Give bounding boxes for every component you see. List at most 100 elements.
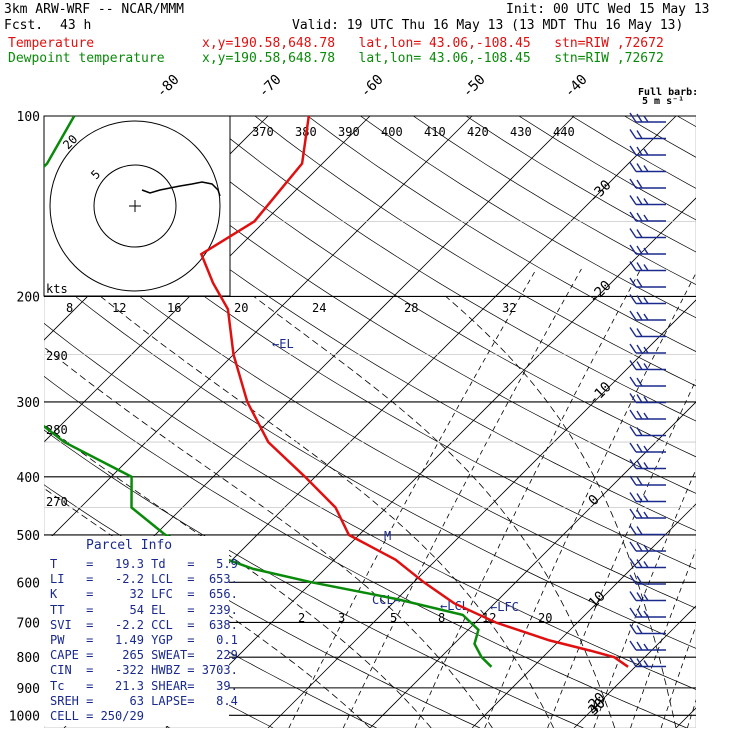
dewpoint-legend: Dewpoint temperature [8,51,165,66]
dry-adiabat-line [307,116,696,352]
wind-barb-flag [636,559,643,568]
wind-barb-flag [636,146,643,156]
wind-barb-flag [643,297,649,304]
wind-barb-flag [636,658,643,667]
mixing-ratio-low-label: 3 [338,611,345,625]
isotherm-line [267,299,696,728]
parcel-info-row: T = 19.3 Td = 5.9 [50,557,238,571]
pressure-label: 400 [17,471,40,486]
temperature-axis-label: -80 [154,72,183,101]
isentrope-label: 370 [252,125,274,139]
mixing-ratio-line [484,272,696,728]
model-title: 3km ARW-WRF -- NCAR/MMM [4,2,185,17]
wind-barb-flag [636,509,643,519]
parcel-info-row: Tc = 21.3 SHEAR= 39. [50,678,238,693]
wind-barb-flag [629,112,637,123]
wind-barb-flag [636,427,643,436]
mixing-ratio-label: 20 [234,301,248,315]
wind-barb-flag [629,360,637,370]
wind-barb-flag [636,410,643,420]
wind-barb-flag [629,393,637,403]
level-marker-el: ←EL [272,337,294,351]
isentrope-label: 430 [510,125,532,139]
dry-adiabat-line [96,116,696,494]
wind-barb-flag [636,179,643,189]
pressure-label: 600 [17,576,40,591]
wind-barb-flag [629,343,637,354]
wind-barb-flag [643,495,649,502]
pressure-label: 200 [17,290,40,305]
dry-adiabat-line [44,322,696,690]
wind-barb-flag [636,394,643,403]
parcel-info-title: Parcel Info [86,538,173,553]
wind-barb-flag [629,541,637,552]
wind-barb-flag [636,377,643,387]
moist-adiabat-line [253,296,616,728]
wind-barb-flag [629,294,637,304]
wind-barb-flag [643,198,649,205]
isentrope-label: 420 [467,125,489,139]
wind-barb-flag [636,625,643,634]
moist-adiabat-line [44,346,493,728]
wind-barb-flag [643,561,649,568]
wind-barb-flag [643,643,649,651]
init-time: Init: 00 UTC Wed 15 May 13 [506,2,710,17]
mixing-ratio-label: 28 [404,301,418,315]
wind-barb-flag [629,657,637,667]
wind-barb-flag [636,476,643,486]
mixing-ratio-line [414,268,642,728]
mixing-ratio-line [660,624,696,728]
wind-barb-flag [643,115,649,123]
isentrope-label: 410 [424,125,446,139]
wind-barb-flag [629,624,637,634]
moist-adiabat-line [44,424,432,728]
mixing-ratio-label: 12 [112,301,126,315]
wind-barb-flag [643,594,649,601]
parcel-info-row: SREH = 63 LAPSE= 8.4 [50,693,238,708]
dry-adiabat-line [465,116,696,253]
isotherm-line [369,401,696,728]
wind-barb-flag [629,558,637,568]
wind-barb-flag [636,493,643,502]
temperature-axis-label: -70 [256,72,285,101]
temperature-axis-label: -20 [586,278,615,307]
temperature-axis-label: -60 [358,72,387,101]
wind-barb-flag [643,264,649,271]
pressure-label: 1000 [9,709,40,724]
wind-barb-flag [629,607,637,618]
isotherm-line [573,605,696,728]
dry-adiabat-line [44,116,696,532]
mixing-ratio-line [342,268,582,728]
wind-barb-flag [643,544,649,552]
temperature-axis-label: -50 [460,72,489,101]
wind-barb-flag [629,574,637,585]
potential-temperature-label: 290 [46,349,68,363]
dry-adiabat-line [624,116,696,158]
forecast-hour: 43 h [60,18,92,33]
barb-legend: Full barb: [638,87,698,98]
hodograph-ring [49,120,221,292]
wind-barb-flag [636,460,643,469]
wind-barb-flag [636,592,643,601]
dewpoint-location: x,y=190.58,648.78 lat,lon= 43.06,-108.45… [202,51,664,66]
level-marker-lcl: ←LCL [440,599,469,613]
wind-barb-flag [629,525,637,535]
wind-barb-flag [636,295,643,304]
mixing-ratio-low-label: 20 [538,611,552,625]
mixing-ratio-line [710,269,740,728]
pressure-label: 800 [17,651,40,666]
valid-time: Valid: 19 UTC Thu 16 May 13 (13 MDT Thu … [292,18,684,33]
temperature-legend: Temperature [8,36,95,51]
parcel-info-row: CIN = -322 HWBZ = 3703. [50,663,238,678]
moist-adiabat-line [100,296,554,728]
isentrope-label: 390 [338,125,360,139]
dry-adiabat-line [44,270,696,649]
wind-barb-flag [643,313,649,321]
wind-barb-flag [629,211,637,222]
parcel-info-row: TT = 54 EL = 239. [50,602,238,617]
parcel-info-panel: Parcel Info T = 19.3 Td = 5.9 LI = -2.2 L… [44,536,238,726]
wind-barb-flag [643,660,649,667]
parcel-info-row: K = 32 LFC = 656. [50,587,238,602]
pressure-label: 100 [17,110,40,125]
wind-barb-flag [629,327,637,337]
